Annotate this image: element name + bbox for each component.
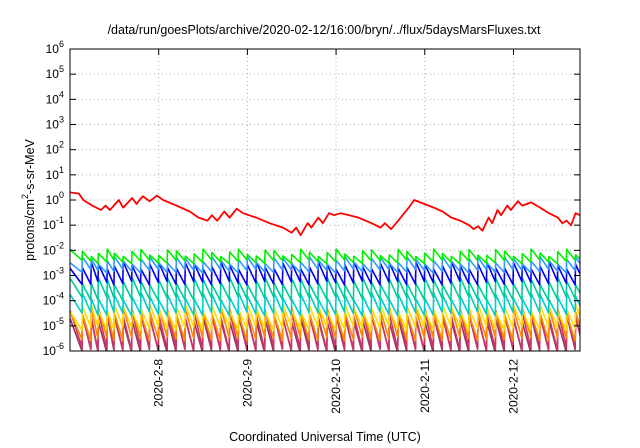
series-line-top	[70, 191, 580, 237]
x-axis: 2020-2-8 2020-2-9 2020-2-10 2020-2-11 2020-2…	[152, 49, 520, 414]
series-group	[70, 191, 580, 351]
y-axis-label: protons/cm2-s-sr-MeV	[20, 138, 37, 260]
x-axis-label: Coordinated Universal Time (UTC)	[229, 430, 421, 444]
x-tick-label: 2020-2-9	[240, 359, 254, 407]
series-line	[70, 248, 580, 265]
series-lines	[70, 191, 580, 351]
x-tick-label: 2020-2-12	[506, 359, 520, 414]
x-tick-label: 2020-2-10	[329, 359, 343, 414]
series-line	[70, 255, 580, 274]
chart-title: /data/run/goesPlots/archive/2020-02-12/1…	[108, 23, 541, 37]
x-tick-label: 2020-2-11	[418, 359, 432, 413]
x-tick-label: 2020-2-8	[152, 359, 166, 407]
